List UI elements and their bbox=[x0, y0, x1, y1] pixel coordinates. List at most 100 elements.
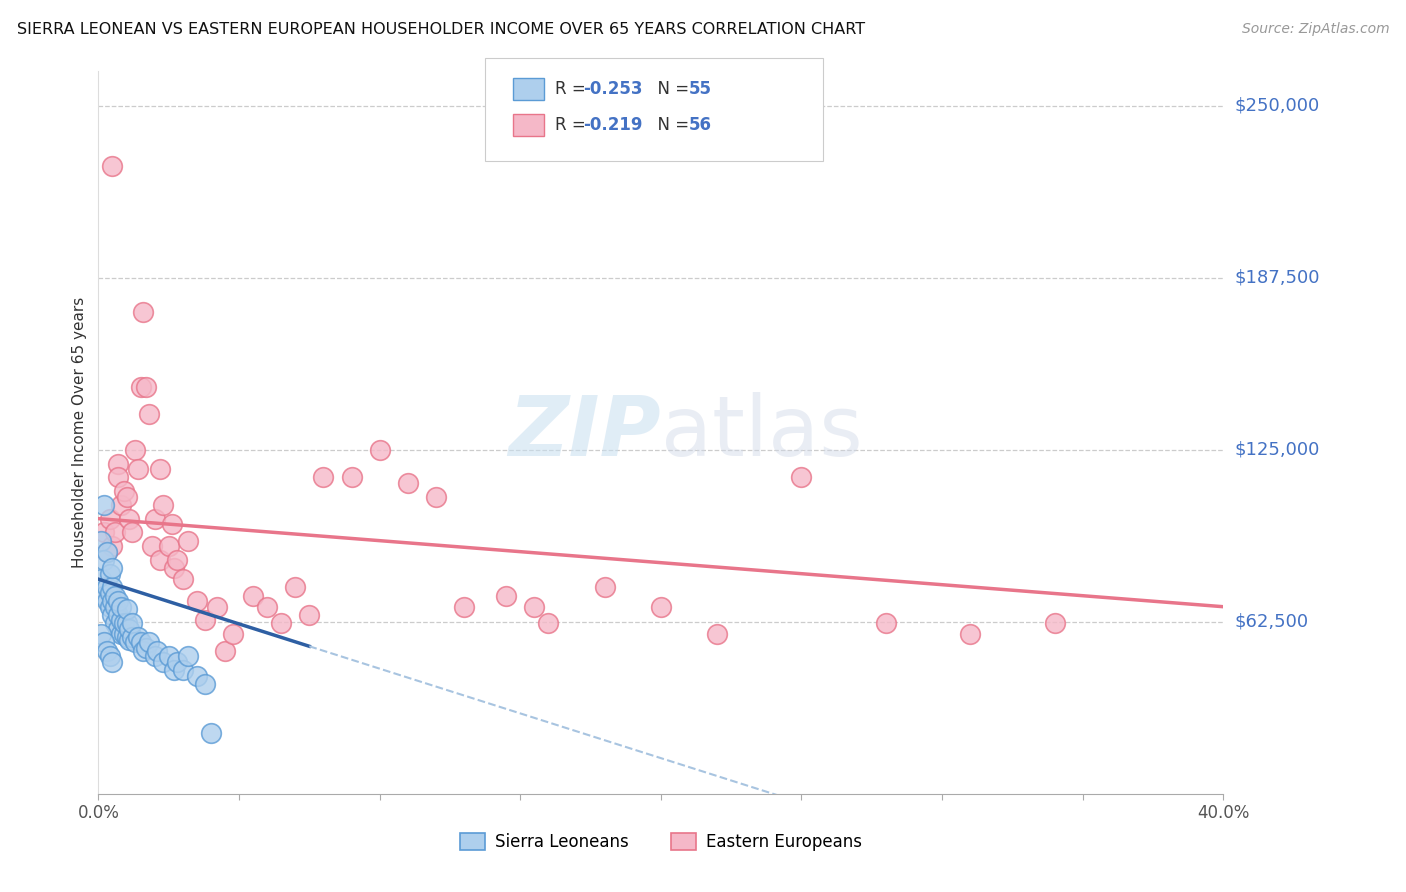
Text: 55: 55 bbox=[689, 80, 711, 98]
Text: $125,000: $125,000 bbox=[1234, 441, 1320, 458]
Point bbox=[104, 525, 127, 540]
Point bbox=[177, 649, 200, 664]
Point bbox=[90, 572, 112, 586]
Point bbox=[110, 498, 132, 512]
Text: ZIP: ZIP bbox=[508, 392, 661, 473]
Point bbox=[110, 627, 132, 641]
Y-axis label: Householder Income Over 65 years: Householder Income Over 65 years bbox=[72, 297, 87, 568]
Point bbox=[93, 635, 115, 649]
Point bbox=[146, 644, 169, 658]
Text: Source: ZipAtlas.com: Source: ZipAtlas.com bbox=[1241, 22, 1389, 37]
Point bbox=[90, 627, 112, 641]
Text: 56: 56 bbox=[689, 116, 711, 134]
Point bbox=[98, 566, 121, 581]
Point bbox=[194, 677, 217, 691]
Point bbox=[222, 627, 245, 641]
Point bbox=[135, 379, 157, 393]
Point bbox=[650, 599, 672, 614]
Point bbox=[1043, 616, 1066, 631]
Text: $187,500: $187,500 bbox=[1234, 268, 1320, 287]
Point bbox=[98, 649, 121, 664]
Point bbox=[121, 616, 143, 631]
Point bbox=[270, 616, 292, 631]
Point bbox=[706, 627, 728, 641]
Point bbox=[107, 470, 129, 484]
Point bbox=[101, 159, 124, 173]
Point bbox=[453, 599, 475, 614]
Point bbox=[163, 561, 186, 575]
Point bbox=[96, 581, 118, 595]
Point bbox=[172, 572, 194, 586]
Point bbox=[166, 655, 188, 669]
Point bbox=[138, 635, 160, 649]
Point bbox=[110, 599, 132, 614]
Point bbox=[160, 517, 183, 532]
Point bbox=[101, 655, 124, 669]
Text: SIERRA LEONEAN VS EASTERN EUROPEAN HOUSEHOLDER INCOME OVER 65 YEARS CORRELATION : SIERRA LEONEAN VS EASTERN EUROPEAN HOUSE… bbox=[17, 22, 865, 37]
Point bbox=[340, 470, 363, 484]
Point bbox=[124, 442, 146, 457]
Point bbox=[107, 457, 129, 471]
Point bbox=[115, 630, 138, 644]
Text: N =: N = bbox=[647, 80, 695, 98]
Point bbox=[93, 589, 115, 603]
Point bbox=[875, 616, 897, 631]
Point bbox=[107, 607, 129, 622]
Point bbox=[115, 616, 138, 631]
Point bbox=[790, 470, 813, 484]
Point bbox=[118, 511, 141, 525]
Point bbox=[959, 627, 981, 641]
Point bbox=[93, 553, 115, 567]
Point bbox=[93, 525, 115, 540]
Point bbox=[112, 616, 135, 631]
Point bbox=[149, 553, 172, 567]
Point bbox=[593, 581, 616, 595]
Point bbox=[523, 599, 546, 614]
Point bbox=[98, 586, 121, 600]
Point bbox=[194, 614, 217, 628]
Text: R =: R = bbox=[555, 116, 592, 134]
Point bbox=[127, 462, 149, 476]
Point bbox=[396, 475, 419, 490]
Point bbox=[205, 599, 228, 614]
Point bbox=[96, 644, 118, 658]
Point bbox=[127, 630, 149, 644]
Point bbox=[110, 614, 132, 628]
Text: $62,500: $62,500 bbox=[1234, 613, 1309, 631]
Point bbox=[157, 649, 180, 664]
Point bbox=[163, 663, 186, 677]
Point bbox=[101, 561, 124, 575]
Point bbox=[132, 305, 155, 319]
Point bbox=[242, 589, 264, 603]
Point bbox=[537, 616, 560, 631]
Point bbox=[152, 655, 174, 669]
Point bbox=[177, 533, 200, 548]
Point bbox=[96, 594, 118, 608]
Point bbox=[124, 635, 146, 649]
Point bbox=[186, 594, 208, 608]
Point bbox=[101, 607, 124, 622]
Point bbox=[118, 622, 141, 636]
Point bbox=[101, 581, 124, 595]
Text: atlas: atlas bbox=[661, 392, 862, 473]
Point bbox=[112, 627, 135, 641]
Point bbox=[425, 490, 447, 504]
Point bbox=[149, 462, 172, 476]
Point bbox=[115, 602, 138, 616]
Point bbox=[143, 649, 166, 664]
Legend: Sierra Leoneans, Eastern Europeans: Sierra Leoneans, Eastern Europeans bbox=[454, 826, 868, 858]
Point bbox=[138, 407, 160, 421]
Point bbox=[104, 599, 127, 614]
Point bbox=[96, 544, 118, 558]
Point bbox=[186, 668, 208, 682]
Point bbox=[121, 525, 143, 540]
Point bbox=[90, 533, 112, 548]
Text: -0.219: -0.219 bbox=[583, 116, 643, 134]
Point bbox=[121, 630, 143, 644]
Point bbox=[152, 498, 174, 512]
Point bbox=[200, 726, 222, 740]
Point bbox=[107, 622, 129, 636]
Point bbox=[157, 539, 180, 553]
Point bbox=[256, 599, 278, 614]
Point bbox=[166, 553, 188, 567]
